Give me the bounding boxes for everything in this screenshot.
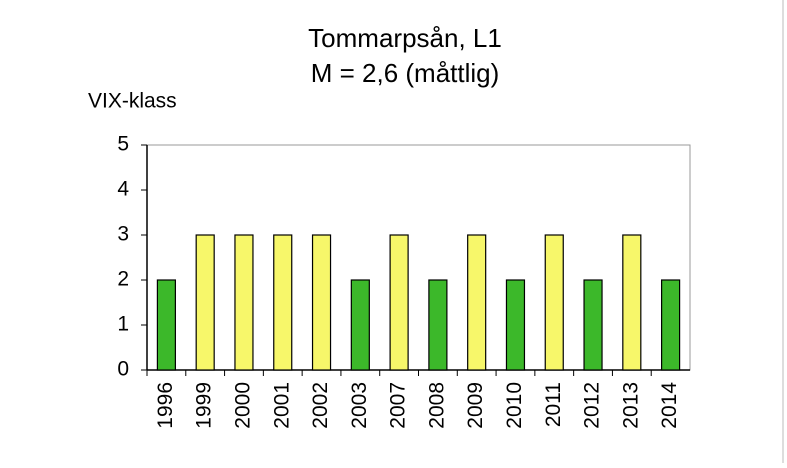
bar [273, 234, 293, 371]
x-tick-label: 2012 [581, 382, 604, 429]
x-tick-label: 1999 [193, 382, 216, 429]
bar [195, 234, 215, 371]
y-tick-label: 3 [117, 223, 129, 246]
bar [350, 279, 370, 371]
x-tick-label: 2009 [464, 382, 487, 429]
y-axis-label: VIX-klass [88, 90, 177, 113]
bar [622, 234, 642, 371]
bar [505, 279, 526, 371]
plot-area [146, 144, 691, 371]
x-tick-label: 2014 [658, 382, 681, 429]
y-tick-label: 5 [117, 133, 129, 156]
bar [156, 279, 176, 371]
bar [467, 234, 487, 371]
x-tick-label: 2013 [619, 382, 642, 429]
x-tick-label: 2010 [503, 382, 526, 429]
bar [428, 279, 448, 371]
bar [583, 279, 603, 371]
chart-title: Tommarpsån, L1 [308, 23, 502, 53]
x-tick-label: 2002 [309, 382, 332, 429]
bar [234, 234, 254, 371]
x-tick-label: 2008 [425, 382, 448, 429]
y-tick-label: 0 [117, 358, 129, 381]
bar [661, 279, 681, 371]
bar [311, 234, 332, 371]
x-tick-label: 2007 [387, 382, 410, 429]
x-tick-label: 2000 [232, 382, 255, 429]
x-tick-label: 2001 [270, 382, 293, 429]
chart-subtitle: M = 2,6 (måttlig) [311, 58, 500, 88]
bar [544, 234, 564, 371]
y-tick-label: 2 [117, 268, 129, 291]
bar [389, 234, 409, 371]
x-tick-label: 1996 [154, 382, 177, 429]
x-tick-label: 2011 [542, 382, 565, 427]
y-tick-label: 1 [117, 313, 129, 336]
x-tick-label: 2003 [348, 382, 371, 429]
y-tick-label: 4 [117, 178, 129, 201]
